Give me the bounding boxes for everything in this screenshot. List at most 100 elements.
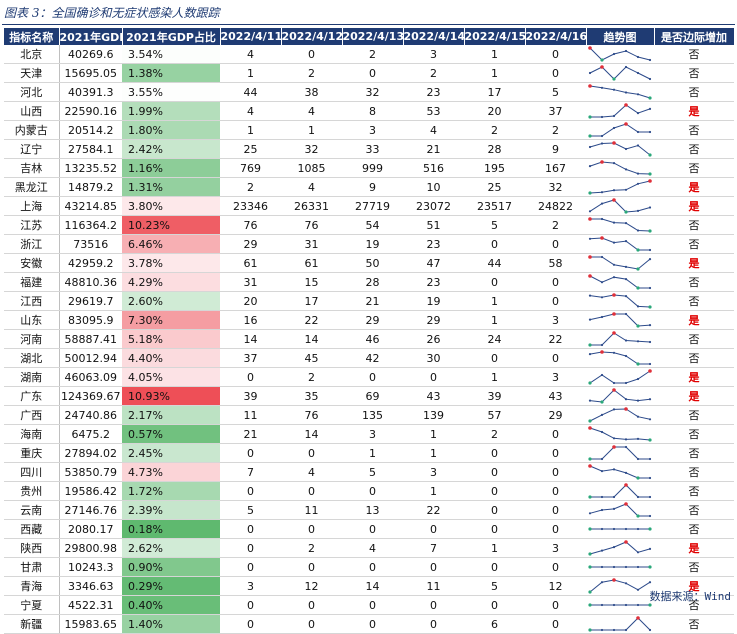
sparkline-point [600,343,604,347]
province-cell: 黑龙江 [4,177,60,197]
sparkline-point [612,507,616,510]
province-cell: 湖北 [4,348,60,368]
sparkline-point [612,546,616,549]
province-cell: 西藏 [4,519,60,539]
sparkline-min-point [648,565,652,569]
sparkline-cell [586,595,654,615]
sparkline-min-point [588,419,592,423]
caption-divider [2,24,735,25]
daily-count-cell: 22 [281,310,342,330]
daily-count-cell: 4 [281,101,342,121]
province-cell: 浙江 [4,234,60,254]
daily-count-cell: 2 [464,120,525,140]
sparkline-point [636,415,640,418]
sparkline-path [589,237,650,251]
sparkline-chart [588,236,652,252]
table-row: 黑龙江 14879.2 1.31% 2 4 9 10 25 32 是 [4,177,734,197]
sparkline-min-point [636,324,640,328]
sparkline-point [600,142,604,145]
daily-count-cell: 2 [281,367,342,387]
sparkline-point [648,476,652,480]
daily-count-cell: 0 [281,519,342,539]
sparkline-path [589,294,651,308]
daily-count-cell: 1 [342,443,403,463]
sparkline-min-point [588,495,592,499]
sparkline-max-point [588,217,592,221]
gdp-share-cell: 4.05% [122,367,220,387]
daily-count-cell: 37 [525,101,586,121]
daily-count-cell: 1 [464,45,525,64]
sparkline-chart [588,160,652,176]
sparkline-chart [588,540,652,556]
province-cell: 内蒙古 [4,120,60,140]
daily-count-cell: 7 [220,462,281,482]
daily-count-cell: 4 [281,462,342,482]
gdp-share-cell: 0.90% [122,557,220,577]
sparkline-max-point [600,160,604,164]
sparkline-min-point [636,286,640,290]
header-cell: 指标名称 [4,28,60,45]
marginal-increase-cell: 是 [654,367,734,387]
sparkline-min-point [588,457,592,461]
daily-count-cell: 0 [342,595,403,615]
sparkline-point [624,628,628,632]
sparkline-point [624,188,628,191]
sparkline-point [612,408,616,411]
table-row: 北京 40269.6 3.54% 4 0 2 3 1 0 否 [4,45,734,64]
gdp-share-cell: 2.62% [122,538,220,558]
daily-count-cell: 516 [403,158,464,178]
sparkline-cell [586,310,654,330]
marginal-increase-cell: 否 [654,291,734,311]
daily-count-cell: 32 [525,177,586,197]
sparkline-point [624,65,628,69]
gdp-cell: 19586.42 [59,481,122,501]
sparkline-min-point [636,476,640,480]
sparkline-point [648,286,652,290]
gdp-share-cell: 3.54% [122,45,220,64]
table-row: 陕西 29800.98 2.62% 0 2 4 7 1 3 是 [4,538,734,558]
daily-count-cell: 0 [525,500,586,520]
sparkline-chart [588,464,652,480]
sparkline-point [612,126,616,130]
daily-count-cell: 0 [403,557,464,577]
sparkline-chart [588,527,652,531]
table-row: 福建 48810.36 4.29% 31 15 28 23 0 0 否 [4,272,734,292]
table-row: 上海 43214.85 3.80% 23346 26331 27719 23072 23517… [4,196,734,216]
daily-count-cell: 0 [525,272,586,292]
sparkline-max-point [612,198,616,202]
daily-count-cell: 76 [281,405,342,425]
sparkline-cell [586,291,654,311]
sparkline-min-point [648,438,652,442]
header-cell: 2022/4/12 [281,28,343,45]
daily-count-cell: 5 [525,82,586,102]
sparkline-max-point [612,388,616,392]
daily-count-cell: 0 [342,367,403,387]
sparkline-point [612,495,616,499]
daily-count-cell: 1 [464,310,525,330]
sparkline-point [648,418,652,421]
header-cell: 2022/4/16 [525,28,587,45]
daily-count-cell: 17 [464,82,525,102]
daily-count-cell: 0 [403,519,464,539]
sparkline-point [636,93,640,96]
header-cell: 2022/4/13 [342,28,404,45]
gdp-share-cell: 2.17% [122,405,220,425]
daily-count-cell: 0 [464,443,525,463]
gdp-share-cell: 2.39% [122,500,220,520]
marginal-increase-cell: 是 [654,386,734,406]
daily-count-cell: 167 [525,158,586,178]
daily-count-cell: 1 [403,424,464,444]
gdp-cell: 2080.17 [59,519,122,539]
sparkline-min-point [588,590,592,594]
sparkline-point [600,315,604,319]
sparkline-min-point [636,267,640,271]
sparkline-chart [588,141,652,157]
sparkline-cell [586,424,654,444]
sparkline-point [600,191,604,194]
sparkline-point [624,295,628,298]
sparkline-point [624,339,628,342]
sparkline-point [600,581,604,584]
sparkline-max-point [588,274,592,278]
sparkline-point [636,495,640,499]
sparkline-chart [588,46,652,62]
